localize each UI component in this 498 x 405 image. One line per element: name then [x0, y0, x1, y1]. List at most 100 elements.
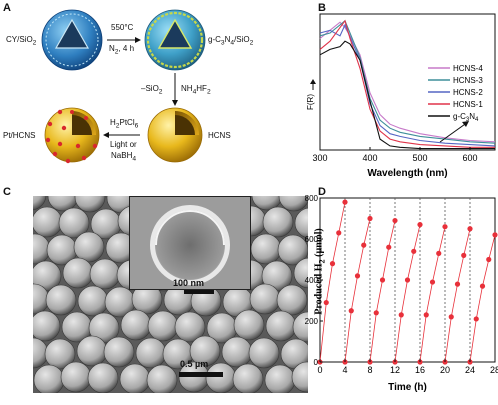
- sem-sphere: [250, 233, 282, 265]
- d-y-axis-label: Produced H2 (µmol): [313, 228, 327, 315]
- y-tick-label: 200: [305, 317, 319, 326]
- sem-sphere: [33, 196, 47, 211]
- data-point: [342, 199, 348, 205]
- cycle-line: [369, 220, 396, 363]
- data-point: [436, 250, 442, 256]
- data-point: [348, 308, 354, 314]
- x-tick-label: 8: [367, 365, 372, 375]
- y-axis-arrowhead: [310, 79, 316, 84]
- sem-sphere: [174, 311, 206, 343]
- cycle-line: [394, 224, 421, 363]
- x-tick-label: 24: [465, 365, 475, 375]
- legend-label: HCNS-3: [453, 76, 483, 85]
- sem-sphere: [249, 283, 281, 315]
- pt-dot: [75, 143, 81, 149]
- trend-arrow: [439, 121, 469, 143]
- data-point: [323, 299, 329, 306]
- data-point: [479, 283, 486, 289]
- inset-scale-label: 100 nm: [173, 278, 205, 288]
- trend-arrowhead: [462, 121, 469, 127]
- label-cy-sio2: CY/SiO2: [6, 35, 37, 47]
- sem-sphere: [291, 361, 308, 393]
- gcn-sio2-sphere: [144, 9, 206, 71]
- data-point: [454, 281, 461, 287]
- data-point: [329, 261, 336, 267]
- series-line-HCNS-3: [319, 19, 496, 144]
- data-point: [398, 312, 404, 318]
- sem-sphere: [74, 196, 106, 213]
- pt-hcns-sphere: [44, 107, 100, 164]
- series-line-g-C3N4: [319, 40, 495, 150]
- pt-dot: [92, 143, 98, 149]
- sem-sphere: [147, 310, 179, 342]
- sem-sphere: [277, 234, 308, 266]
- sem-inset: [129, 196, 251, 290]
- pt-dot: [47, 121, 53, 127]
- sem-sphere: [221, 336, 253, 368]
- panel-d-letter: D: [318, 186, 326, 198]
- y-tick-label: 800: [305, 194, 319, 203]
- sem-sphere: [232, 363, 264, 393]
- y-tick-label: 0: [314, 358, 319, 367]
- y-tick-label: 600: [305, 235, 319, 244]
- data-point: [423, 312, 429, 318]
- legend-label: HCNS-2: [453, 88, 483, 97]
- sem-sphere: [58, 207, 90, 239]
- series-line-HCNS-2: [319, 23, 496, 147]
- label-nabh4: NaBH4: [111, 151, 137, 163]
- sem-sphere: [73, 231, 105, 263]
- sem-sphere: [119, 363, 151, 393]
- sem-sphere: [293, 257, 308, 289]
- sem-sphere: [294, 207, 308, 239]
- pt-dot: [81, 155, 87, 161]
- pt-dot: [45, 137, 51, 143]
- label-light-or: Light or: [110, 140, 137, 149]
- sem-sphere: [276, 284, 308, 316]
- chart-absorbance: 300 400 500 600 Wavelength (nm) F(R) HCNS-4 HCN…: [306, 13, 496, 179]
- pt-dot: [65, 158, 71, 164]
- chart-h2-production: 0 4 8 12 16 20 24 28 0 200 400 600 800 Time (h): [305, 194, 498, 393]
- sem-sphere: [251, 196, 283, 211]
- data-point: [404, 277, 411, 283]
- sem-sphere: [87, 362, 119, 393]
- sem-sphere: [76, 335, 108, 367]
- plot-frame: [319, 13, 496, 151]
- cycle-line: [444, 228, 471, 363]
- data-point: [486, 256, 492, 263]
- sem-sphere: [62, 257, 94, 289]
- sem-sphere: [278, 196, 308, 212]
- label-hcns: HCNS: [208, 131, 231, 140]
- cycle-line: [419, 226, 446, 363]
- sem-sphere: [33, 206, 63, 238]
- x-tick-label: 4: [342, 365, 347, 375]
- inset-scale-bar: [184, 290, 214, 294]
- panel-c-letter: C: [3, 186, 11, 198]
- data-point: [392, 217, 398, 224]
- sem-sphere: [60, 361, 92, 393]
- label-nh4hf2: NH4HF2: [181, 84, 211, 96]
- sem-sphere: [248, 337, 280, 369]
- x-tick-label: 28: [490, 365, 498, 375]
- hcns-sphere: [147, 107, 203, 163]
- x-tick-label: 0: [317, 365, 322, 375]
- sem-sphere: [120, 309, 152, 341]
- sem-sphere: [103, 336, 135, 368]
- x-tick-label: 300: [312, 153, 327, 163]
- label-h2ptcl6: H2PtCl6: [110, 118, 139, 130]
- y-tick-label: 400: [305, 276, 319, 285]
- synthesis-scheme: [41, 9, 206, 164]
- data-point: [361, 242, 367, 248]
- pt-dot: [84, 116, 88, 120]
- data-point: [367, 215, 373, 222]
- series-line-HCNS-4: [319, 21, 496, 143]
- label-temperature: 550°C: [111, 23, 134, 32]
- sem-sphere: [233, 309, 265, 341]
- data-point: [386, 244, 392, 250]
- data-point: [442, 224, 448, 230]
- sem-sphere: [262, 206, 294, 238]
- sem-sphere: [47, 196, 79, 212]
- pt-dot: [70, 110, 74, 114]
- pt-dot: [52, 151, 58, 157]
- main-scale-bar: [179, 372, 223, 377]
- data-point: [473, 316, 479, 322]
